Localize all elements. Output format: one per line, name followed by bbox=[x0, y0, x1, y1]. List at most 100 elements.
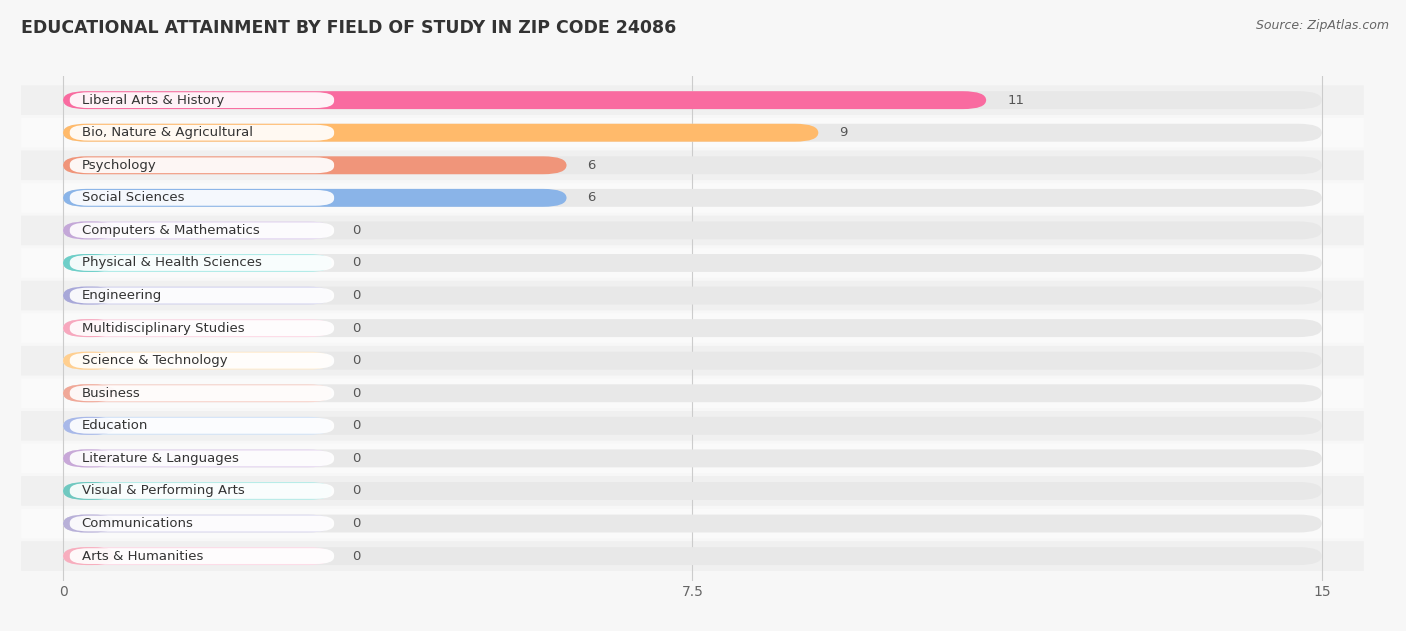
Text: 0: 0 bbox=[353, 224, 361, 237]
Text: 0: 0 bbox=[353, 322, 361, 334]
FancyBboxPatch shape bbox=[63, 482, 1322, 500]
FancyBboxPatch shape bbox=[70, 418, 335, 433]
FancyBboxPatch shape bbox=[63, 286, 1322, 305]
Text: Literature & Languages: Literature & Languages bbox=[82, 452, 239, 465]
FancyBboxPatch shape bbox=[21, 314, 1364, 343]
Text: Science & Technology: Science & Technology bbox=[82, 354, 228, 367]
FancyBboxPatch shape bbox=[70, 125, 335, 141]
Text: Communications: Communications bbox=[82, 517, 194, 530]
Text: Business: Business bbox=[82, 387, 141, 400]
Text: Arts & Humanities: Arts & Humanities bbox=[82, 550, 202, 563]
FancyBboxPatch shape bbox=[21, 509, 1364, 538]
FancyBboxPatch shape bbox=[63, 417, 332, 435]
FancyBboxPatch shape bbox=[21, 444, 1364, 473]
Text: 0: 0 bbox=[353, 289, 361, 302]
Text: Multidisciplinary Studies: Multidisciplinary Studies bbox=[82, 322, 245, 334]
FancyBboxPatch shape bbox=[63, 417, 1322, 435]
Text: 9: 9 bbox=[839, 126, 848, 139]
FancyBboxPatch shape bbox=[63, 254, 332, 272]
Text: 0: 0 bbox=[353, 485, 361, 497]
FancyBboxPatch shape bbox=[70, 353, 335, 369]
FancyBboxPatch shape bbox=[21, 183, 1364, 213]
Text: 0: 0 bbox=[353, 256, 361, 269]
Text: 0: 0 bbox=[353, 517, 361, 530]
FancyBboxPatch shape bbox=[63, 286, 115, 305]
FancyBboxPatch shape bbox=[63, 124, 1322, 142]
FancyBboxPatch shape bbox=[63, 189, 567, 207]
FancyBboxPatch shape bbox=[70, 255, 335, 271]
FancyBboxPatch shape bbox=[21, 476, 1364, 506]
Text: Computers & Mathematics: Computers & Mathematics bbox=[82, 224, 259, 237]
FancyBboxPatch shape bbox=[63, 254, 1322, 272]
Text: Engineering: Engineering bbox=[82, 289, 162, 302]
FancyBboxPatch shape bbox=[21, 150, 1364, 180]
FancyBboxPatch shape bbox=[63, 449, 115, 468]
Text: Bio, Nature & Agricultural: Bio, Nature & Agricultural bbox=[82, 126, 253, 139]
FancyBboxPatch shape bbox=[63, 156, 1322, 174]
Text: 0: 0 bbox=[353, 452, 361, 465]
FancyBboxPatch shape bbox=[63, 319, 1322, 337]
FancyBboxPatch shape bbox=[21, 541, 1364, 571]
FancyBboxPatch shape bbox=[70, 516, 335, 531]
FancyBboxPatch shape bbox=[70, 483, 335, 499]
Text: Visual & Performing Arts: Visual & Performing Arts bbox=[82, 485, 245, 497]
FancyBboxPatch shape bbox=[63, 254, 115, 272]
Text: Psychology: Psychology bbox=[82, 159, 156, 172]
FancyBboxPatch shape bbox=[63, 221, 1322, 239]
Text: 0: 0 bbox=[353, 420, 361, 432]
FancyBboxPatch shape bbox=[63, 221, 115, 239]
FancyBboxPatch shape bbox=[70, 92, 335, 108]
FancyBboxPatch shape bbox=[70, 288, 335, 304]
FancyBboxPatch shape bbox=[63, 514, 1322, 533]
FancyBboxPatch shape bbox=[21, 281, 1364, 310]
Text: 0: 0 bbox=[353, 354, 361, 367]
FancyBboxPatch shape bbox=[63, 91, 1322, 109]
FancyBboxPatch shape bbox=[63, 351, 332, 370]
FancyBboxPatch shape bbox=[70, 548, 335, 564]
FancyBboxPatch shape bbox=[63, 449, 1322, 468]
FancyBboxPatch shape bbox=[21, 346, 1364, 375]
FancyBboxPatch shape bbox=[63, 156, 567, 174]
FancyBboxPatch shape bbox=[63, 351, 1322, 370]
FancyBboxPatch shape bbox=[70, 386, 335, 401]
Text: 6: 6 bbox=[588, 191, 596, 204]
Text: EDUCATIONAL ATTAINMENT BY FIELD OF STUDY IN ZIP CODE 24086: EDUCATIONAL ATTAINMENT BY FIELD OF STUDY… bbox=[21, 19, 676, 37]
FancyBboxPatch shape bbox=[63, 221, 332, 239]
Text: 6: 6 bbox=[588, 159, 596, 172]
FancyBboxPatch shape bbox=[63, 482, 332, 500]
FancyBboxPatch shape bbox=[63, 384, 115, 402]
FancyBboxPatch shape bbox=[63, 124, 818, 142]
FancyBboxPatch shape bbox=[21, 216, 1364, 245]
FancyBboxPatch shape bbox=[70, 451, 335, 466]
Text: Social Sciences: Social Sciences bbox=[82, 191, 184, 204]
Text: Liberal Arts & History: Liberal Arts & History bbox=[82, 93, 224, 107]
FancyBboxPatch shape bbox=[63, 514, 115, 533]
Text: 0: 0 bbox=[353, 550, 361, 563]
FancyBboxPatch shape bbox=[63, 384, 1322, 402]
FancyBboxPatch shape bbox=[21, 379, 1364, 408]
FancyBboxPatch shape bbox=[21, 118, 1364, 148]
FancyBboxPatch shape bbox=[70, 157, 335, 173]
Text: 0: 0 bbox=[353, 387, 361, 400]
FancyBboxPatch shape bbox=[63, 319, 332, 337]
FancyBboxPatch shape bbox=[63, 547, 1322, 565]
Text: 11: 11 bbox=[1007, 93, 1024, 107]
Text: Education: Education bbox=[82, 420, 148, 432]
FancyBboxPatch shape bbox=[63, 449, 332, 468]
FancyBboxPatch shape bbox=[63, 319, 115, 337]
FancyBboxPatch shape bbox=[63, 189, 1322, 207]
FancyBboxPatch shape bbox=[63, 482, 115, 500]
FancyBboxPatch shape bbox=[21, 85, 1364, 115]
FancyBboxPatch shape bbox=[63, 351, 115, 370]
FancyBboxPatch shape bbox=[63, 514, 332, 533]
Text: Physical & Health Sciences: Physical & Health Sciences bbox=[82, 256, 262, 269]
FancyBboxPatch shape bbox=[21, 411, 1364, 440]
FancyBboxPatch shape bbox=[63, 547, 332, 565]
FancyBboxPatch shape bbox=[70, 223, 335, 239]
FancyBboxPatch shape bbox=[70, 190, 335, 206]
FancyBboxPatch shape bbox=[21, 248, 1364, 278]
FancyBboxPatch shape bbox=[63, 286, 332, 305]
FancyBboxPatch shape bbox=[63, 547, 115, 565]
FancyBboxPatch shape bbox=[63, 384, 332, 402]
Text: Source: ZipAtlas.com: Source: ZipAtlas.com bbox=[1256, 19, 1389, 32]
